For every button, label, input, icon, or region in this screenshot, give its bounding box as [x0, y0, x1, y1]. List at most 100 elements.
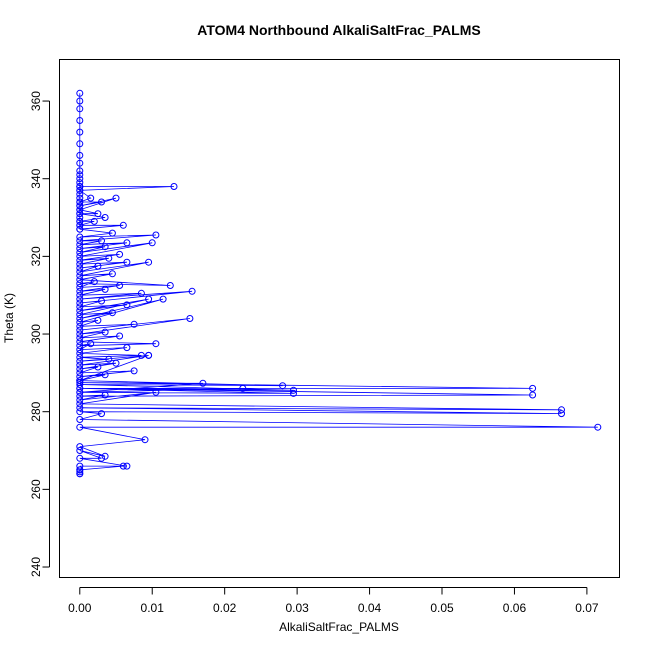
- data-point: [87, 194, 95, 202]
- data-point: [76, 190, 84, 198]
- data-point: [76, 392, 84, 400]
- data-point: [123, 258, 131, 266]
- data-point: [152, 231, 160, 239]
- data-point: [101, 371, 109, 379]
- data-point: [123, 301, 131, 309]
- data-point: [529, 391, 537, 399]
- data-point: [76, 326, 84, 334]
- data-point: [101, 452, 109, 460]
- data-point: [76, 318, 84, 326]
- data-point: [76, 443, 84, 451]
- data-point: [76, 89, 84, 97]
- data-point: [152, 340, 160, 348]
- data-point: [199, 379, 207, 387]
- data-point: [290, 386, 297, 394]
- y-tick-label: 240: [29, 557, 43, 577]
- data-point: [94, 210, 102, 218]
- data-point: [101, 285, 109, 293]
- data-point: [529, 384, 537, 392]
- data-point: [137, 289, 145, 297]
- data-point: [76, 206, 84, 214]
- data-point: [76, 171, 84, 179]
- data-point: [76, 214, 84, 221]
- data-point: [76, 128, 84, 136]
- data-point: [76, 287, 84, 295]
- data-point: [98, 198, 105, 206]
- data-point: [130, 320, 138, 328]
- data-point: [76, 447, 84, 454]
- data-point: [76, 381, 84, 388]
- data-point: [76, 256, 84, 264]
- data-point: [130, 367, 138, 375]
- data-point: [76, 179, 84, 187]
- data-point: [76, 470, 84, 478]
- data-point: [239, 384, 247, 392]
- data-point: [76, 400, 84, 408]
- data-point: [119, 462, 127, 470]
- data-point: [76, 202, 84, 210]
- data-point: [76, 272, 84, 280]
- y-tick-label: 320: [29, 246, 43, 266]
- data-point: [76, 210, 84, 218]
- data-point: [76, 159, 84, 167]
- data-point: [76, 283, 84, 291]
- series-layer: [76, 89, 602, 478]
- data-point: [76, 311, 84, 319]
- data-point: [279, 382, 287, 390]
- data-point: [186, 315, 194, 322]
- y-tick-label: 280: [29, 401, 43, 421]
- data-point: [76, 342, 84, 350]
- data-point: [76, 369, 84, 377]
- data-point: [152, 388, 160, 396]
- data-point: [170, 183, 178, 190]
- data-point: [76, 377, 84, 385]
- data-point: [145, 258, 153, 266]
- data-point: [76, 276, 84, 284]
- data-point: [76, 249, 84, 256]
- data-point: [137, 351, 145, 359]
- data-point: [116, 332, 124, 340]
- y-tick-label: 360: [29, 91, 43, 111]
- data-point: [76, 322, 84, 330]
- data-point: [141, 436, 149, 444]
- data-point: [76, 260, 84, 268]
- x-tick-label: 0.04: [358, 601, 382, 615]
- data-point: [594, 423, 602, 431]
- data-point: [76, 245, 84, 253]
- data-point: [76, 117, 84, 124]
- data-point: [76, 330, 84, 338]
- data-point: [108, 270, 116, 278]
- data-point: [76, 357, 84, 365]
- data-point: [101, 328, 109, 336]
- data-point: [76, 408, 84, 416]
- data-point: [105, 254, 113, 262]
- data-point: [105, 355, 113, 363]
- data-point: [76, 237, 84, 245]
- y-axis-label: Theta (K): [2, 293, 16, 343]
- data-point: [76, 264, 84, 272]
- data-point: [76, 404, 84, 412]
- data-point: [76, 221, 84, 229]
- data-point: [123, 344, 131, 352]
- data-point: [148, 239, 156, 247]
- data-point: [76, 423, 84, 431]
- data-point: [76, 454, 84, 462]
- data-point: [76, 198, 84, 206]
- data-point: [145, 351, 153, 359]
- data-point: [116, 250, 124, 258]
- data-point: [112, 359, 120, 367]
- data-point: [94, 316, 102, 324]
- data-point: [76, 97, 84, 105]
- x-axis: 0.00 0.01 0.02 0.03 0.04 0.05 0.06 0.07: [68, 587, 599, 615]
- data-point: [76, 307, 84, 315]
- data-point: [123, 462, 131, 470]
- data-point: [76, 365, 84, 373]
- data-point: [76, 175, 84, 183]
- data-point: [76, 338, 84, 346]
- data-point: [76, 334, 84, 342]
- data-point: [76, 361, 84, 369]
- data-point: [76, 466, 84, 474]
- data-point: [90, 278, 98, 286]
- data-point: [166, 282, 174, 289]
- x-tick-label: 0.06: [503, 601, 527, 615]
